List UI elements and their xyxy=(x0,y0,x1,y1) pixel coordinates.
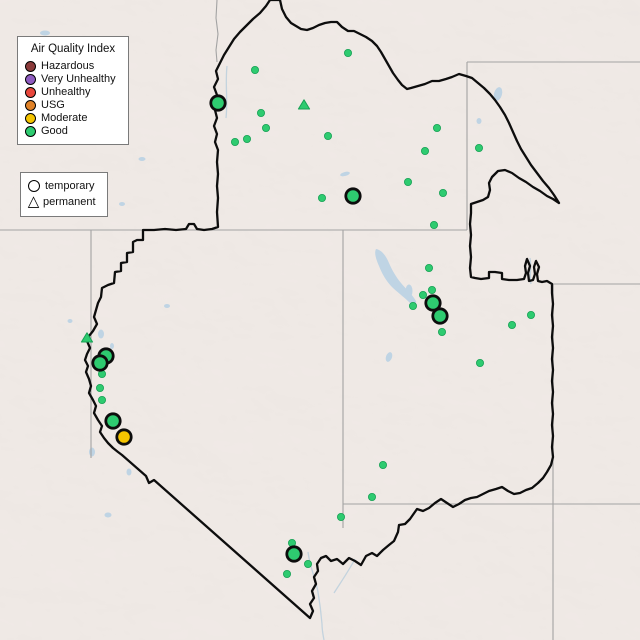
legend-item-moderate: Moderate xyxy=(25,112,121,124)
legend-item-unhealthy: Unhealthy xyxy=(25,86,121,98)
monitor-markers xyxy=(80,49,536,579)
lakes xyxy=(40,30,503,518)
aqi-monitor-dot[interactable] xyxy=(475,358,484,367)
aqi-monitor-dot[interactable] xyxy=(424,263,433,272)
aqi-monitor-dot[interactable] xyxy=(98,395,107,404)
small-lake xyxy=(119,202,125,206)
aqi-monitor-dot[interactable] xyxy=(527,310,536,319)
aqi-monitor-triangle[interactable] xyxy=(297,99,311,110)
mono-lake xyxy=(104,512,112,518)
small-lake xyxy=(340,171,350,177)
small-lake xyxy=(40,30,50,36)
small-lake xyxy=(110,343,114,349)
river xyxy=(529,257,532,285)
aqi-monitor-dot[interactable] xyxy=(432,124,441,133)
legend-label: temporary xyxy=(45,180,95,192)
aqi-monitor-dot[interactable] xyxy=(261,124,270,133)
river xyxy=(333,558,356,594)
aqi-monitor-circle-good[interactable] xyxy=(104,412,122,430)
aqi-legend-title: Air Quality Index xyxy=(30,43,116,55)
aqi-monitor-dot[interactable] xyxy=(427,285,436,294)
lake-tahoe xyxy=(89,447,95,457)
aqi-monitor-dot[interactable] xyxy=(343,49,352,58)
basin-boundary xyxy=(83,0,561,620)
legend-label: permanent xyxy=(43,196,96,208)
aqi-monitor-dot[interactable] xyxy=(282,570,291,579)
aqi-monitor-dot[interactable] xyxy=(256,109,265,118)
aqi-monitor-dot[interactable] xyxy=(408,301,417,310)
aqi-monitor-dot[interactable] xyxy=(230,137,239,146)
small-lake xyxy=(138,157,146,161)
aqi-monitor-dot[interactable] xyxy=(474,143,483,152)
walker-lake xyxy=(126,468,132,476)
rivers xyxy=(225,65,532,640)
legend-label: Good xyxy=(41,125,68,137)
legend-item-temporary: temporary xyxy=(28,178,100,194)
sevier-lake xyxy=(385,352,393,362)
aqi-monitor-dot[interactable] xyxy=(250,66,259,75)
mountain-lake xyxy=(493,87,503,101)
very-unhealthy-swatch-icon xyxy=(25,73,36,85)
river xyxy=(225,65,228,119)
legend-item-good: Good xyxy=(25,125,121,137)
legend-item-hazardous: Hazardous xyxy=(25,60,121,72)
aqi-monitor-circle-good[interactable] xyxy=(344,187,362,205)
aqi-monitor-dot[interactable] xyxy=(242,134,251,143)
legend-item-usg: USG xyxy=(25,99,121,111)
aqi-monitor-dot[interactable] xyxy=(438,188,447,197)
utah-lake xyxy=(405,284,413,298)
aqi-monitor-dot[interactable] xyxy=(420,146,429,155)
legend-label: Very Unhealthy xyxy=(41,73,116,85)
aqi-monitor-dot[interactable] xyxy=(323,131,332,140)
usg-swatch-icon xyxy=(25,99,36,111)
legend-label: Unhealthy xyxy=(41,86,91,98)
good-swatch-icon xyxy=(25,125,36,137)
legend-label: USG xyxy=(41,99,65,111)
colorado-river xyxy=(307,551,325,640)
aqi-monitor-dot[interactable] xyxy=(507,320,516,329)
aqi-monitor-triangle[interactable] xyxy=(80,332,94,343)
aqi-monitor-circle-good[interactable] xyxy=(424,294,442,312)
aqi-monitor-dot[interactable] xyxy=(303,560,312,569)
aqi-monitor-dot[interactable] xyxy=(418,290,427,299)
aqi-monitor-dot[interactable] xyxy=(317,193,326,202)
small-lake xyxy=(476,118,482,124)
open-triangle-icon: △ xyxy=(27,193,40,210)
aqi-monitor-dot[interactable] xyxy=(96,383,105,392)
hazardous-swatch-icon xyxy=(25,60,36,72)
small-lake xyxy=(67,319,73,323)
aqi-monitor-dot[interactable] xyxy=(429,220,438,229)
unhealthy-swatch-icon xyxy=(25,86,36,98)
aqi-monitor-dot[interactable] xyxy=(367,492,376,501)
legend-label: Hazardous xyxy=(41,60,95,72)
aqi-monitor-dot[interactable] xyxy=(336,513,345,522)
aqi-monitor-circle-good[interactable] xyxy=(285,545,303,563)
aqi-monitor-circle-moderate[interactable] xyxy=(115,428,133,446)
aqi-legend: Air Quality Index Hazardous Very Unhealt… xyxy=(17,36,129,145)
legend-item-permanent: △ permanent xyxy=(28,194,100,210)
aqi-monitor-circle-good[interactable] xyxy=(431,307,449,325)
open-circle-icon xyxy=(28,180,40,192)
aqi-monitor-dot[interactable] xyxy=(437,327,446,336)
aqi-monitor-circle-good[interactable] xyxy=(91,354,109,372)
monitor-type-legend: temporary △ permanent xyxy=(20,172,108,217)
legend-label: Moderate xyxy=(41,112,88,124)
aqi-monitor-dot[interactable] xyxy=(378,460,387,469)
pyramid-lake xyxy=(98,329,104,339)
small-lake xyxy=(164,304,170,308)
aqi-monitor-dot[interactable] xyxy=(403,177,412,186)
legend-item-very-unhealthy: Very Unhealthy xyxy=(25,73,121,85)
aqi-monitor-circle-good[interactable] xyxy=(209,94,227,112)
moderate-swatch-icon xyxy=(25,112,36,124)
